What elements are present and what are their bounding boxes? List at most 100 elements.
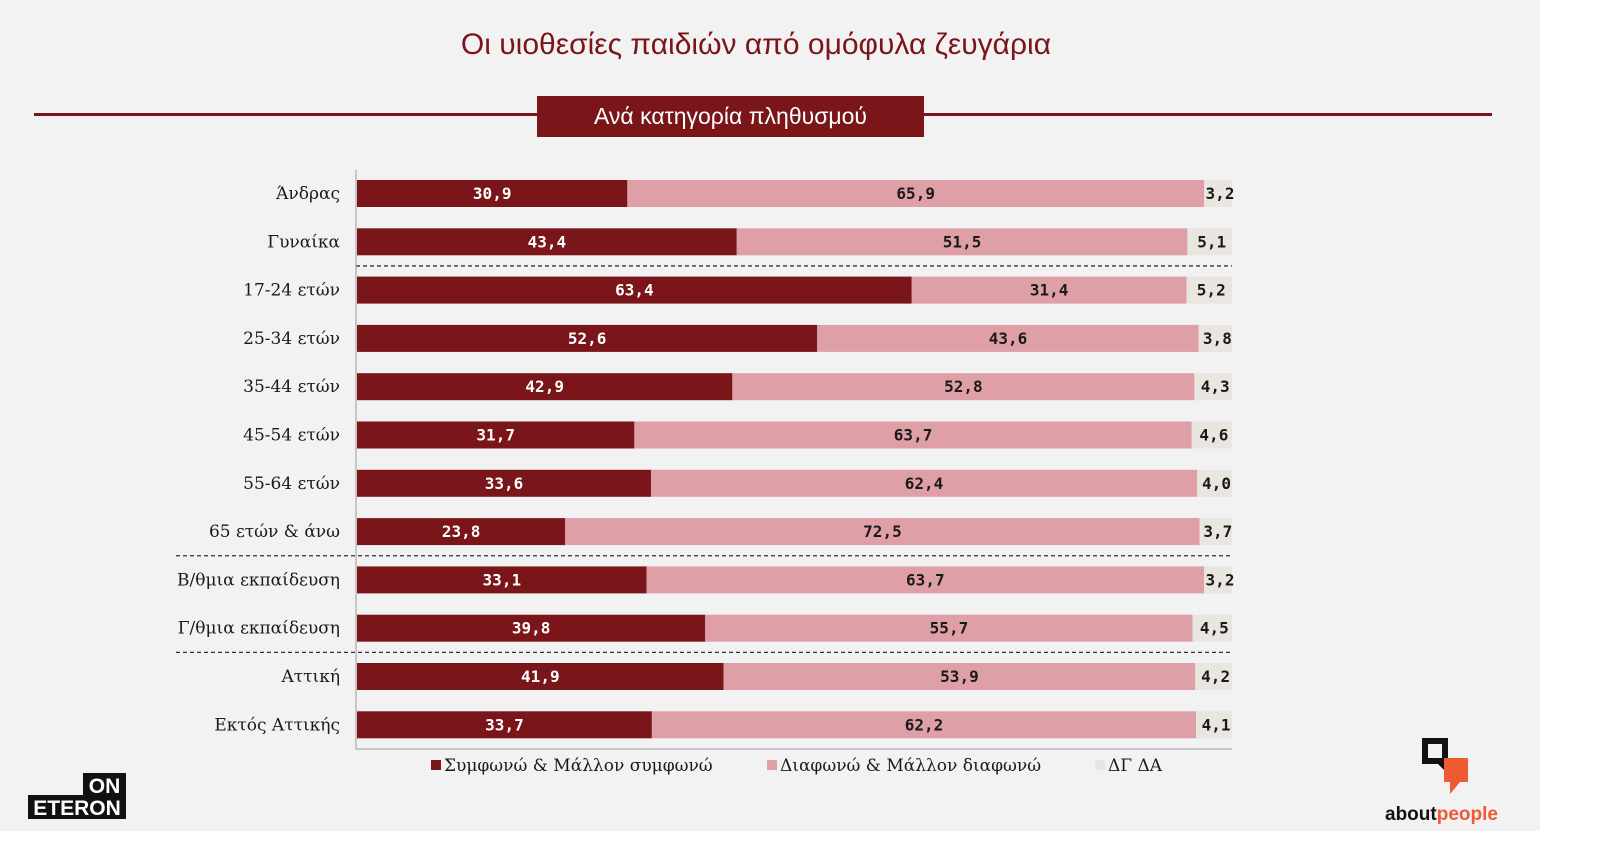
stacked-bar-chart: Άνδρας 30,9 65,9 3,2 Γυναίκα 43,4 51,5 5,1 17-24…: [176, 170, 1235, 776]
bar-segment: [1198, 324, 1232, 352]
data-label: 33,6: [485, 474, 524, 493]
data-label: 3,8: [1203, 329, 1232, 348]
data-label: 63,7: [906, 570, 945, 589]
category-label: Γ/θμια εκπαίδευση: [178, 619, 340, 639]
bar-segment: [357, 228, 737, 256]
bar-segment: [732, 373, 1195, 401]
bar-segment: [1204, 566, 1232, 594]
data-label: 63,7: [894, 426, 933, 445]
bar-segment: [1197, 469, 1232, 497]
data-label: 51,5: [943, 232, 982, 251]
bar-segment: [651, 711, 1197, 739]
data-label: 23,8: [442, 522, 481, 541]
data-label: 31,4: [1030, 281, 1069, 300]
data-label: 62,2: [905, 715, 944, 734]
bar-segment: [357, 180, 628, 207]
bar-segment: [565, 518, 1200, 546]
bar-segment: [817, 324, 1199, 352]
bar-segment: [1187, 228, 1232, 256]
bar-segment: [357, 373, 733, 401]
data-label: 52,8: [944, 377, 983, 396]
legend-swatch: [767, 760, 777, 770]
data-label: 5,1: [1197, 232, 1226, 251]
data-label: 41,9: [521, 667, 560, 686]
bar-segment: [911, 276, 1187, 304]
data-label: 33,1: [483, 570, 522, 589]
category-label: Γυναίκα: [267, 232, 340, 252]
bar-segment: [357, 518, 566, 546]
data-label: 55,7: [930, 619, 969, 638]
category-label: 45-54 ετών: [243, 426, 340, 446]
oneteron-logo: ON ETERON: [28, 773, 126, 820]
bar-segment: [1192, 614, 1232, 642]
logo-ap-part1: about: [1385, 804, 1437, 825]
data-label: 3,2: [1206, 184, 1235, 203]
category-label: 35-44 ετών: [243, 377, 340, 397]
legend-label: Συμφωνώ & Μάλλον συμφωνώ: [444, 756, 713, 776]
bar-segment: [1204, 180, 1232, 207]
logo-on-line1: ON: [89, 775, 121, 798]
data-label: 3,7: [1203, 522, 1232, 541]
category-label: 25-34 ετών: [243, 329, 340, 349]
bar-segment: [705, 614, 1193, 642]
bar-segment: [357, 566, 647, 594]
bar-segment: [357, 663, 724, 690]
data-label: 30,9: [473, 184, 512, 203]
bar-segment: [357, 276, 912, 304]
title-rule-right: [924, 113, 1492, 116]
data-label: 4,6: [1199, 426, 1228, 445]
chart-title: Οι υιοθεσίες παιδιών από ομόφυλα ζευγάρι…: [460, 28, 1052, 61]
category-label: 65 ετών & άνω: [209, 522, 340, 542]
bar-segment: [627, 180, 1204, 207]
data-label: 65,9: [896, 184, 935, 203]
legend-label: Διαφωνώ & Μάλλον διαφωνώ: [780, 756, 1041, 776]
category-label: Εκτός Αττικής: [214, 715, 340, 735]
logo-ap-part2: people: [1436, 804, 1498, 825]
category-label: Άνδρας: [275, 184, 340, 204]
bar-segment: [736, 228, 1188, 256]
logo-on-line2: ETERON: [33, 797, 121, 819]
data-label: 62,4: [905, 474, 944, 493]
data-label: 4,5: [1200, 619, 1229, 638]
bar-segment: [357, 469, 651, 497]
legend-swatch: [431, 760, 441, 770]
chart-subtitle: Ανά κατηγορία πληθυσμού: [537, 96, 924, 137]
data-label: 33,7: [485, 715, 524, 734]
data-label: 42,9: [525, 377, 564, 396]
bar-segment: [1199, 518, 1232, 546]
category-label: 17-24 ετών: [243, 281, 340, 301]
bar-segment: [1191, 421, 1232, 449]
bar-segment: [1195, 663, 1232, 690]
data-label: 43,6: [989, 329, 1028, 348]
bar-segment: [634, 421, 1192, 449]
data-label: 5,2: [1197, 281, 1226, 300]
bar-segment: [357, 421, 635, 449]
data-label: 39,8: [512, 619, 551, 638]
speech-bubbles-icon: [1422, 738, 1468, 794]
bar-segment: [357, 324, 818, 352]
bar-segment: [1194, 373, 1232, 401]
data-label: 4,2: [1201, 667, 1230, 686]
data-label: 4,1: [1202, 715, 1231, 734]
data-label: 53,9: [940, 667, 979, 686]
bar-segment: [1196, 711, 1232, 739]
category-label: Αττική: [280, 667, 340, 687]
bar-segment: [357, 614, 706, 642]
title-rule-left: [34, 113, 537, 116]
category-label: Β/θμια εκπαίδευση: [177, 570, 340, 590]
data-label: 43,4: [528, 232, 567, 251]
bar-segment: [651, 469, 1197, 497]
legend-swatch: [1095, 760, 1105, 770]
chart-background: [0, 0, 1540, 831]
data-label: 31,7: [476, 426, 515, 445]
data-label: 63,4: [615, 281, 654, 300]
bar-segment: [646, 566, 1204, 594]
category-label: 55-64 ετών: [243, 474, 340, 494]
bar-segment: [357, 711, 652, 739]
bar-segment: [723, 663, 1196, 690]
data-label: 4,3: [1201, 377, 1230, 396]
bar-segment: [1186, 276, 1232, 304]
data-label: 4,0: [1202, 474, 1231, 493]
data-label: 72,5: [863, 522, 902, 541]
data-label: 52,6: [568, 329, 607, 348]
